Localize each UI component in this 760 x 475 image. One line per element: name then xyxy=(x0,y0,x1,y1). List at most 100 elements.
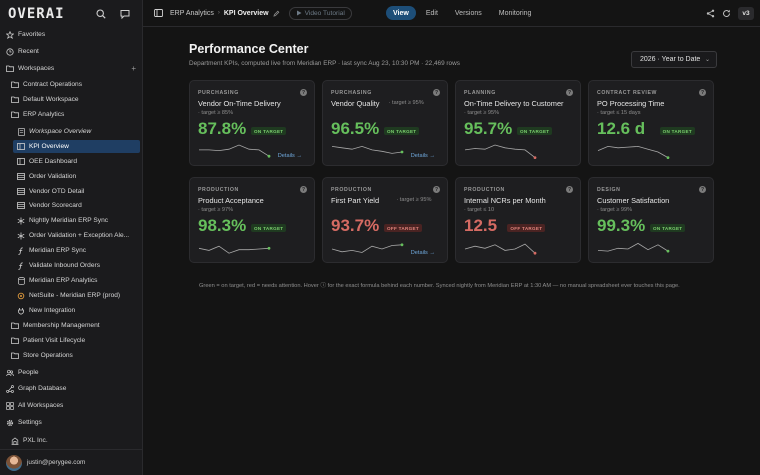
sparkline-path xyxy=(331,244,403,253)
kpi-category: CONTRACT REVIEW xyxy=(597,90,658,96)
sidebar-item-workspace-overview[interactable]: Workspace Overview xyxy=(0,125,141,138)
sparkline-path xyxy=(199,144,270,157)
status-badge: ON TARGET xyxy=(251,127,287,135)
play-icon xyxy=(296,10,302,16)
sidebar-item-label: ERP Analytics xyxy=(23,111,65,118)
add-workspace-button[interactable]: + xyxy=(131,64,136,73)
sidebar-item-favorites[interactable]: Favorites xyxy=(0,28,141,41)
sparkline-path xyxy=(597,145,669,158)
kpi-card[interactable]: PRODUCTION? First Part Yield · target ≥ 95… xyxy=(322,177,448,263)
sidebar-item-recent[interactable]: Recent xyxy=(0,45,141,58)
chat-icon[interactable] xyxy=(116,5,134,23)
details-link[interactable]: Details → xyxy=(410,250,435,256)
sidebar-item-default-workspace[interactable]: Default Workspace xyxy=(0,93,141,106)
kpi-value: 98.3% xyxy=(198,216,247,235)
sparkline-end-point xyxy=(666,156,670,159)
sidebar-item-meridian-erp-analytics[interactable]: Meridian ERP Analytics xyxy=(0,274,141,287)
sidebar-item-meridian-erp-sync[interactable]: Meridian ERP Sync xyxy=(0,244,141,257)
kpi-title: First Part Yield xyxy=(331,196,380,205)
sidebar-item-label: Default Workspace xyxy=(23,96,79,103)
app-logo[interactable]: OVERAI xyxy=(8,5,65,22)
clock-icon xyxy=(6,47,14,56)
sparkline-path xyxy=(464,243,536,254)
sidebar-item-oee-dashboard[interactable]: OEE Dashboard xyxy=(0,155,141,168)
kpi-sparkline xyxy=(198,245,271,254)
period-select[interactable]: 2026 · Year to Date ⌄ xyxy=(631,51,717,68)
breadcrumb-parent[interactable]: ERP Analytics xyxy=(170,9,214,17)
info-icon[interactable]: ? xyxy=(300,186,307,193)
sidebar-item-vendor-scorecard[interactable]: Vendor Scorecard xyxy=(0,199,141,212)
connector-icon xyxy=(17,292,25,300)
version-badge[interactable]: v3 xyxy=(738,6,754,20)
view-tabs: View Edit Versions Monitoring xyxy=(386,6,541,20)
tab-versions[interactable]: Versions xyxy=(454,9,482,17)
sidebar-item-pxl-inc[interactable]: PXL Inc. xyxy=(0,434,141,447)
info-icon[interactable]: ? xyxy=(566,186,573,193)
kpi-card[interactable]: DESIGN? Customer Satisfaction · target ≥ 9… xyxy=(588,177,714,263)
chevron-down-icon: ⌄ xyxy=(704,57,710,63)
building-icon xyxy=(11,437,19,445)
sidebar-item-vendor-otd-detail[interactable]: Vendor OTD Detail xyxy=(0,185,141,198)
video-tutorial-button[interactable]: Video Tutorial xyxy=(288,6,352,20)
kpi-card[interactable]: PURCHASING? Vendor On-Time Delivery · targ… xyxy=(189,80,315,166)
info-icon[interactable]: ? xyxy=(699,89,706,96)
sidebar-item-all-workspaces[interactable]: All Workspaces xyxy=(0,399,141,412)
avatar[interactable] xyxy=(6,454,22,471)
sidebar-item-label: People xyxy=(18,369,39,376)
details-link[interactable]: Details → xyxy=(410,153,435,159)
tab-edit[interactable]: Edit xyxy=(425,9,438,17)
kpi-card[interactable]: CONTRACT REVIEW? PO Processing Time · targ… xyxy=(588,80,714,166)
sidebar-item-kpi-overview[interactable]: KPI Overview xyxy=(13,140,140,153)
kpi-value: 87.8% xyxy=(198,119,247,138)
kpi-card[interactable]: PURCHASING? Vendor Quality · target ≥ 95% 9… xyxy=(322,80,448,166)
sidebar-item-order-validation-exception-ale[interactable]: Order Validation + Exception Ale... xyxy=(0,229,141,242)
sidebar-item-contract-operations[interactable]: Contract Operations xyxy=(0,78,141,91)
sidebar-item-erp-analytics[interactable]: ERP Analytics xyxy=(0,108,141,121)
search-icon[interactable] xyxy=(92,5,110,23)
info-icon[interactable]: ? xyxy=(433,186,440,193)
info-icon[interactable]: ? xyxy=(433,89,440,96)
sidebar-item-validate-inbound-orders[interactable]: Validate Inbound Orders xyxy=(0,259,141,272)
edit-pencil-icon[interactable] xyxy=(273,10,280,17)
sidebar-item-membership-management[interactable]: Membership Management xyxy=(0,319,141,332)
sidebar-item-store-operations[interactable]: Store Operations xyxy=(0,349,141,362)
sparkline-end-point xyxy=(267,246,271,250)
info-icon[interactable]: ? xyxy=(566,89,573,96)
sidebar-item-graph-database[interactable]: Graph Database xyxy=(0,382,141,395)
info-icon[interactable]: ? xyxy=(300,89,307,96)
sidebar-item-patient-visit-lifecycle[interactable]: Patient Visit Lifecycle xyxy=(0,334,141,347)
kpi-target: · target ≥ 99% xyxy=(597,207,633,213)
kpi-sparkline xyxy=(597,242,670,253)
user-profile[interactable]: justin@perygee.com xyxy=(0,449,143,475)
function-icon xyxy=(17,247,25,255)
info-icon[interactable]: ? xyxy=(699,186,706,193)
sidebar-item-order-validation[interactable]: Order Validation xyxy=(0,170,141,183)
sparkline-path xyxy=(331,145,403,154)
kpi-sparkline xyxy=(331,243,404,253)
sidebar-item-settings[interactable]: Settings xyxy=(0,416,141,429)
tab-monitoring[interactable]: Monitoring xyxy=(498,9,532,17)
sidebar-item-new-integration[interactable]: New Integration xyxy=(0,304,141,317)
details-link[interactable]: Details → xyxy=(277,153,302,159)
tab-view[interactable]: View xyxy=(386,6,416,20)
topbar-actions: v3 xyxy=(701,6,754,20)
sidebar-item-label: Recent xyxy=(18,48,39,55)
database-icon xyxy=(17,276,25,285)
kpi-title: Customer Satisfaction xyxy=(597,196,670,205)
sidebar-item-people[interactable]: People xyxy=(0,366,141,379)
kpi-title: Vendor On-Time Delivery xyxy=(198,99,281,108)
share-icon[interactable] xyxy=(703,6,717,20)
user-email: justin@perygee.com xyxy=(27,459,86,466)
sidebar-item-netsuite-meridian-erp-prod[interactable]: NetSuite - Meridian ERP (prod) xyxy=(0,289,141,302)
kpi-value: 95.7% xyxy=(464,119,513,138)
sidebar-item-nightly-meridian-erp-sync[interactable]: Nightly Meridian ERP Sync xyxy=(0,214,141,227)
sidebar-item-label: Favorites xyxy=(18,31,46,38)
kpi-card[interactable]: PRODUCTION? Product Acceptance · target ≥ … xyxy=(189,177,315,263)
kpi-card[interactable]: PLANNING? On-Time Delivery to Customer · t… xyxy=(455,80,581,166)
sidebar-toggle-icon[interactable] xyxy=(154,9,163,17)
kpi-card[interactable]: PRODUCTION? Internal NCRs per Month · targ… xyxy=(455,177,581,263)
workflow-icon xyxy=(17,232,25,240)
sidebar-item-workspaces[interactable]: Workspaces + xyxy=(0,62,141,75)
refresh-icon[interactable] xyxy=(719,6,733,20)
kpi-target: · target ≥ 85% xyxy=(198,110,234,116)
